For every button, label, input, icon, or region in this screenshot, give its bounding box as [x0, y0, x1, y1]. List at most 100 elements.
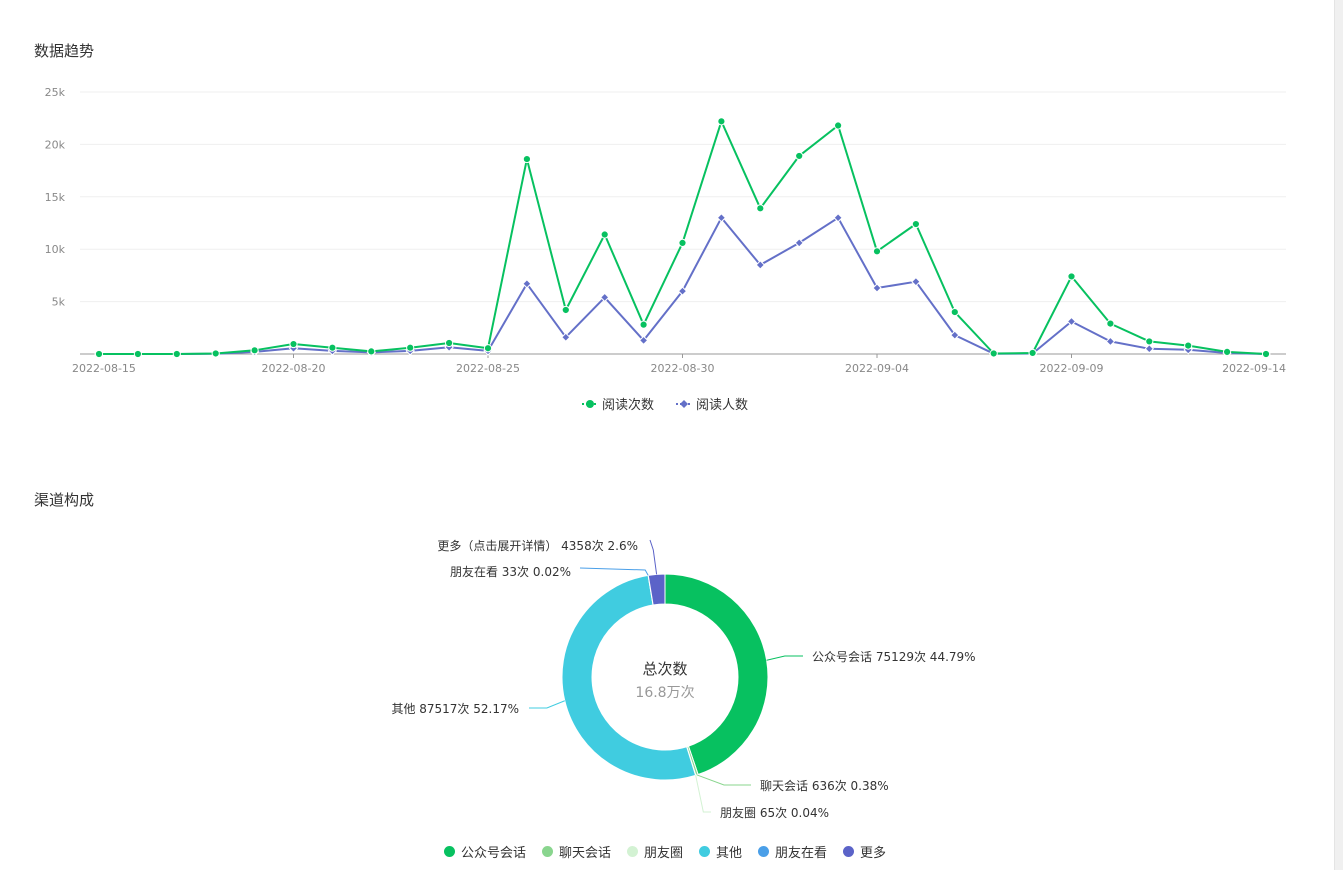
legend-label: 其他	[716, 846, 743, 861]
trend-line-chart: 5k 10k 15k 20k 25k 2022-08-15 2022-08-20 2022-0…	[45, 86, 1286, 375]
x-tick-label: 2022-09-09	[1040, 362, 1104, 375]
legend-item-slice-0[interactable]: 公众号会话	[443, 842, 526, 861]
legend-marker-shape	[680, 399, 688, 408]
data-point-diamond	[638, 335, 649, 346]
legend-item-slice-2[interactable]: 朋友圈	[626, 842, 683, 861]
data-point-diamond	[677, 286, 688, 296]
data-point-circle	[950, 307, 959, 317]
legend-item-series-0[interactable]: 阅读次数	[581, 394, 654, 413]
leader-line	[696, 774, 751, 786]
y-tick-label: 20k	[45, 138, 66, 151]
data-point-circle	[328, 343, 337, 352]
donut-slice-5	[647, 573, 666, 606]
trend-section-title: 数据趋势	[34, 42, 95, 60]
data-point-circle	[561, 305, 570, 315]
data-point-diamond	[716, 213, 727, 223]
data-point-diamond	[1144, 344, 1155, 354]
channel-section-title: 渠道构成	[34, 491, 95, 509]
legend-label: 阅读人数	[696, 398, 749, 413]
data-point-circle	[172, 349, 181, 359]
legend-dot-icon	[443, 846, 455, 857]
legend-item-slice-1[interactable]: 聊天会话	[541, 842, 611, 861]
data-point-circle	[795, 151, 804, 161]
leader-line	[695, 775, 711, 813]
series-line-1	[99, 216, 1267, 355]
legend-dot-icon	[758, 846, 770, 857]
y-tick-label: 10k	[45, 243, 66, 256]
legend-label: 朋友圈	[643, 846, 683, 861]
donut-slice-3	[561, 574, 697, 781]
data-point-diamond	[1105, 336, 1116, 347]
data-point-circle	[289, 339, 298, 349]
data-point-diamond	[755, 260, 766, 270]
data-point-circle	[1067, 272, 1076, 281]
donut-slice-0	[664, 573, 769, 776]
legend-dot-icon	[626, 846, 638, 857]
slice-data-label: 公众号会话 75129次 44.79%	[812, 650, 976, 664]
data-point-circle	[250, 346, 259, 355]
legend-marker-icon	[676, 399, 692, 408]
leader-line	[649, 539, 658, 575]
data-point-diamond	[872, 283, 882, 293]
data-point-circle	[483, 344, 493, 353]
data-point-diamond	[599, 292, 610, 303]
data-point-circle	[989, 349, 998, 358]
slice-data-label: 朋友圈 65次 0.04%	[720, 806, 829, 820]
legend-label: 朋友在看	[775, 846, 828, 861]
data-point-diamond	[522, 279, 532, 289]
data-point-circle	[872, 247, 882, 256]
slice-data-label: 朋友在看 33次 0.02%	[450, 565, 571, 579]
slice-data-label: 更多（点击展开详情） 4358次 2.6%	[437, 538, 638, 553]
trend-legend: 阅读次数 阅读人数	[0, 394, 1330, 413]
channel-donut-chart[interactable]: 总次数 16.8万次 公众号会话 75129次 44.79% 聊天会话 636次 0.…	[0, 500, 1330, 840]
x-tick-label: 2022-08-20	[262, 362, 326, 375]
scrollbar-track[interactable]	[1334, 0, 1343, 870]
legend-dot-icon	[843, 846, 855, 857]
data-point-diamond	[950, 330, 960, 340]
data-point-circle	[94, 349, 104, 359]
data-point-diamond	[561, 332, 571, 342]
data-point-circle	[834, 121, 843, 130]
data-point-circle	[445, 338, 454, 348]
data-point-diamond	[911, 276, 921, 287]
leader-line	[529, 700, 565, 709]
x-tick-label: 2022-08-15	[72, 362, 136, 375]
legend-label: 更多	[860, 846, 887, 861]
legend-item-slice-5[interactable]: 更多	[843, 842, 886, 861]
legend-item-slice-4[interactable]: 朋友在看	[758, 842, 827, 861]
data-point-diamond	[833, 213, 843, 223]
legend-marker-shape	[585, 399, 594, 408]
donut-center-label: 总次数	[642, 660, 687, 678]
y-tick-label: 25k	[45, 86, 66, 99]
data-point-circle	[678, 238, 687, 248]
legend-marker-icon	[581, 399, 598, 408]
data-point-circle	[1106, 319, 1115, 328]
x-tick-label: 2022-09-04	[845, 362, 909, 375]
data-point-circle	[1223, 347, 1232, 357]
x-tick-label: 2022-08-30	[651, 362, 715, 375]
x-tick-label: 2022-08-25	[456, 362, 520, 375]
data-point-circle	[911, 219, 921, 229]
y-tick-label: 5k	[52, 296, 66, 309]
donut-center-value: 16.8万次	[635, 685, 694, 701]
leader-line	[766, 655, 803, 661]
series-line-0	[99, 120, 1267, 355]
data-point-circle	[1261, 349, 1271, 359]
slice-data-label: 聊天会话 636次 0.38%	[760, 779, 889, 793]
slice-data-label: 其他 87517次 52.17%	[391, 702, 519, 716]
data-point-circle	[639, 320, 648, 329]
data-point-diamond	[1066, 316, 1077, 327]
data-point-circle	[717, 117, 726, 126]
x-tick-label: 2022-09-14	[1222, 362, 1286, 375]
data-point-circle	[522, 154, 532, 164]
data-point-circle	[1184, 341, 1193, 350]
legend-item-slice-3[interactable]: 其他	[699, 842, 742, 861]
data-point-circle	[133, 349, 142, 359]
data-point-circle	[1145, 337, 1154, 346]
channel-legend: 公众号会话 聊天会话 朋友圈 其他 朋友在看 更多	[0, 842, 1330, 861]
data-point-circle	[367, 347, 376, 356]
legend-item-series-1[interactable]: 阅读人数	[676, 394, 748, 413]
data-point-circle	[1028, 348, 1037, 358]
data-point-circle	[756, 204, 765, 213]
y-tick-label: 15k	[45, 191, 66, 204]
